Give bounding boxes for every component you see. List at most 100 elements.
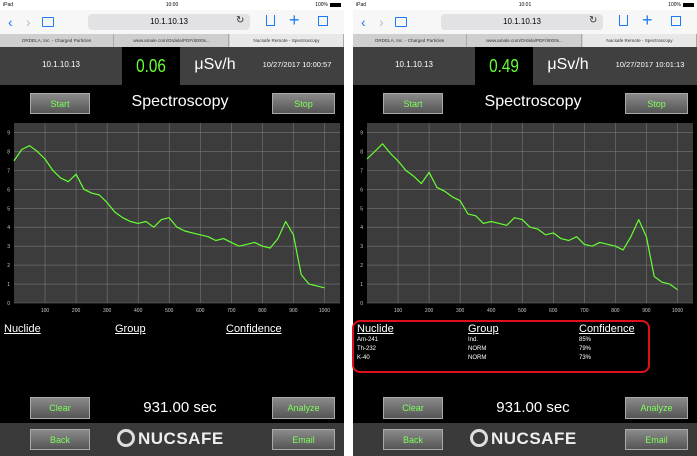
bookmarks-icon[interactable] [42, 17, 54, 27]
y-tick-label: 4 [360, 225, 363, 231]
y-tick-label: 1 [360, 282, 363, 288]
y-tick-label: 9 [360, 130, 363, 136]
url-box[interactable]: 10.1.10.13 [88, 14, 250, 30]
tab[interactable]: www.amale.com/Ordela/PDF/8000s... [468, 34, 582, 47]
x-tick-label: 200 [72, 308, 81, 314]
url-box[interactable]: 10.1.10.13 [441, 14, 603, 30]
y-tick-label: 7 [7, 168, 10, 174]
tabs-icon[interactable] [318, 16, 328, 26]
header: 10.1.10.130.06μSv/h10/27/2017 10:00:57 [0, 47, 344, 85]
datetime: 10/27/2017 10:01:13 [603, 60, 697, 69]
battery: 100% [668, 2, 681, 8]
start-button[interactable]: Start [383, 93, 443, 114]
tab[interactable]: ORDELA, Inc. - Charged Particles [0, 34, 114, 47]
page: {"screens":[ {"status":{"carrier":"iPad"… [0, 0, 697, 456]
back-arrow[interactable]: ‹ [8, 14, 13, 30]
tab[interactable]: Nucsafe Remote - Spectroscopy [230, 34, 344, 47]
tab[interactable]: www.amale.com/Ordela/PDF/8000s... [115, 34, 229, 47]
logo-icon [117, 429, 135, 447]
page-title: Spectroscopy [453, 93, 613, 111]
table-header: Group [115, 323, 146, 335]
new-tab-icon[interactable]: + [642, 10, 653, 31]
x-tick-label: 500 [165, 308, 174, 314]
footer: BackNUCSAFEEmail [0, 423, 344, 456]
reload-icon[interactable]: ↻ [236, 15, 244, 26]
new-tab-icon[interactable]: + [289, 10, 300, 31]
y-tick-label: 7 [360, 168, 363, 174]
y-tick-label: 8 [7, 149, 10, 155]
table-header: Confidence [226, 323, 282, 335]
email-button[interactable]: Email [625, 429, 688, 450]
x-tick-label: 600 [196, 308, 205, 314]
tabs-icon[interactable] [671, 16, 681, 26]
y-tick-label: 3 [360, 244, 363, 250]
logo: NUCSAFE [491, 429, 577, 449]
x-tick-label: 900 [289, 308, 298, 314]
x-tick-label: 600 [549, 308, 558, 314]
battery-icon [330, 3, 341, 7]
tab[interactable]: ORDELA, Inc. - Charged Particles [353, 34, 467, 47]
forward-arrow[interactable]: › [26, 14, 31, 30]
back-button[interactable]: Back [30, 429, 90, 450]
x-tick-label: 400 [134, 308, 143, 314]
y-tick-label: 5 [360, 206, 363, 212]
y-tick-label: 6 [360, 187, 363, 193]
y-tick-label: 5 [7, 206, 10, 212]
x-tick-label: 800 [258, 308, 267, 314]
share-icon[interactable] [619, 15, 628, 26]
ip-address: 10.1.10.13 [353, 60, 475, 69]
x-tick-label: 100 [394, 308, 403, 314]
x-tick-label: 400 [487, 308, 496, 314]
timer: 931.00 sec [100, 399, 260, 416]
browser-bar: ‹ › 10.1.10.13↻ + [0, 10, 344, 34]
x-tick-label: 1000 [672, 308, 683, 314]
analyze-button[interactable]: Analyze [625, 397, 688, 419]
stop-button[interactable]: Stop [625, 93, 688, 114]
y-tick-label: 1 [7, 282, 10, 288]
y-tick-label: 8 [360, 149, 363, 155]
plot-area [367, 123, 693, 303]
url: 10.1.10.13 [441, 14, 603, 30]
y-tick-label: 9 [7, 130, 10, 136]
analyze-button[interactable]: Analyze [272, 397, 335, 419]
share-icon[interactable] [266, 15, 275, 26]
dose-unit: μSv/h [180, 56, 250, 74]
x-tick-label: 700 [580, 308, 589, 314]
start-button[interactable]: Start [30, 93, 90, 114]
dose-value: 0.49 [479, 56, 528, 77]
battery-icon [683, 3, 694, 7]
clear-button[interactable]: Clear [383, 397, 443, 419]
forward-arrow[interactable]: › [379, 14, 384, 30]
clock: 10:00 [0, 2, 344, 8]
plot-area [14, 123, 340, 303]
x-tick-label: 300 [103, 308, 112, 314]
reload-icon[interactable]: ↻ [589, 15, 597, 26]
datetime: 10/27/2017 10:00:57 [250, 60, 344, 69]
back-arrow[interactable]: ‹ [361, 14, 366, 30]
dose-value: 0.06 [126, 56, 175, 77]
bookmarks-icon[interactable] [395, 17, 407, 27]
y-tick-label: 3 [7, 244, 10, 250]
tab[interactable]: Nucsafe Remote - Spectroscopy [583, 34, 697, 47]
back-button[interactable]: Back [383, 429, 443, 450]
x-tick-label: 100 [41, 308, 50, 314]
dose-unit: μSv/h [533, 56, 603, 74]
email-button[interactable]: Email [272, 429, 335, 450]
dose-box: 0.06 [122, 47, 180, 85]
highlight-box [352, 320, 650, 373]
x-tick-label: 800 [611, 308, 620, 314]
y-tick-label: 4 [7, 225, 10, 231]
battery: 100% [315, 2, 328, 8]
x-tick-label: 700 [227, 308, 236, 314]
x-tick-label: 900 [642, 308, 651, 314]
stop-button[interactable]: Stop [272, 93, 335, 114]
clear-button[interactable]: Clear [30, 397, 90, 419]
url: 10.1.10.13 [88, 14, 250, 30]
